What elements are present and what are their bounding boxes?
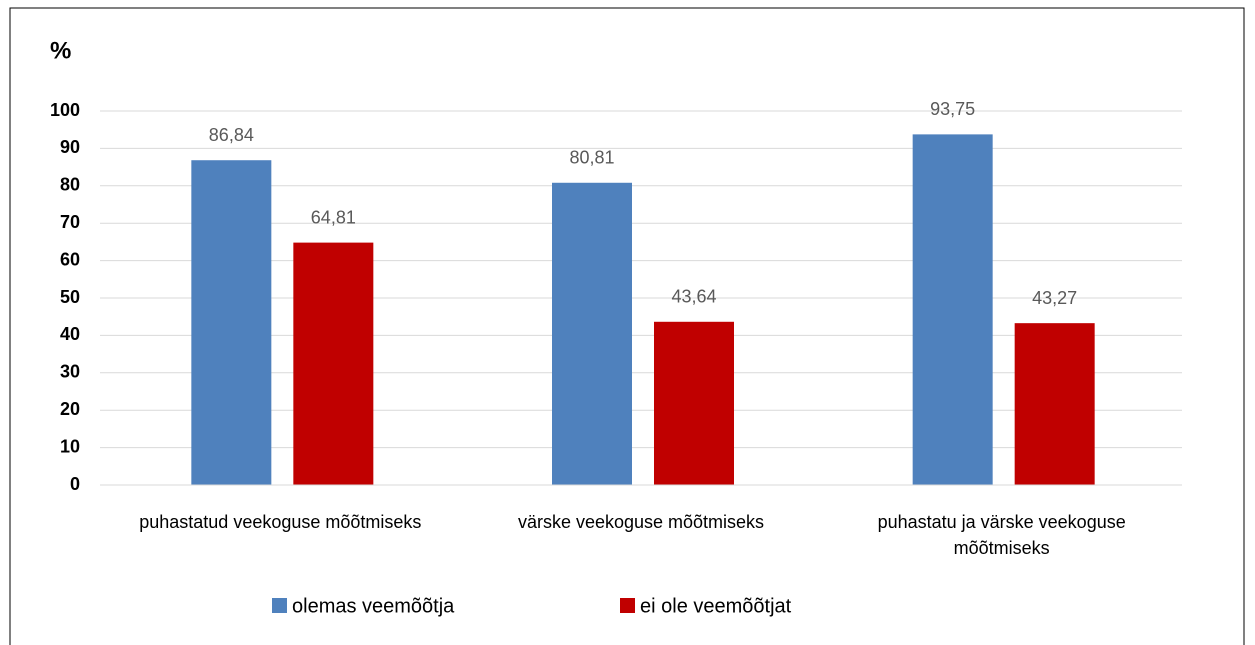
y-tick-label: 40 — [60, 324, 80, 344]
legend-swatch — [272, 598, 287, 613]
y-tick-label: 50 — [60, 287, 80, 307]
bar — [1014, 323, 1095, 485]
x-tick-label: puhastatud veekoguse mõõtmiseks — [139, 512, 422, 532]
bar — [654, 321, 734, 485]
bar — [552, 182, 632, 485]
data-label: 43,64 — [671, 287, 716, 307]
x-tick-label: värske veekoguse mõõtmiseks — [517, 512, 765, 532]
y-axis-label: % — [50, 37, 71, 64]
y-tick-label: 10 — [60, 436, 80, 456]
bar — [191, 160, 272, 486]
y-tick-label: 70 — [60, 212, 80, 232]
data-label: 86,84 — [209, 125, 254, 145]
bar — [293, 242, 374, 485]
legend-swatch — [620, 598, 635, 613]
y-tick-label: 90 — [60, 137, 80, 157]
data-label: 80,81 — [569, 148, 614, 168]
y-tick-label: 80 — [60, 175, 80, 195]
y-tick-label: 0 — [70, 474, 80, 494]
legend-label: olemas veemõõtja — [292, 595, 455, 617]
chart-border — [9, 7, 1245, 645]
y-tick-label: 30 — [60, 362, 80, 382]
y-tick-label: 60 — [60, 249, 80, 269]
x-tick-label: puhastatu ja värske veekoguse mõõtmiseks — [877, 512, 1126, 558]
legend-label: ei ole veemõõtjat — [640, 595, 792, 617]
data-label: 93,75 — [930, 99, 975, 119]
y-tick-label: 100 — [50, 100, 80, 120]
data-label: 64,81 — [311, 207, 356, 227]
y-tick-label: 20 — [60, 399, 80, 419]
bar — [912, 134, 993, 485]
data-label: 43,27 — [1032, 288, 1077, 308]
